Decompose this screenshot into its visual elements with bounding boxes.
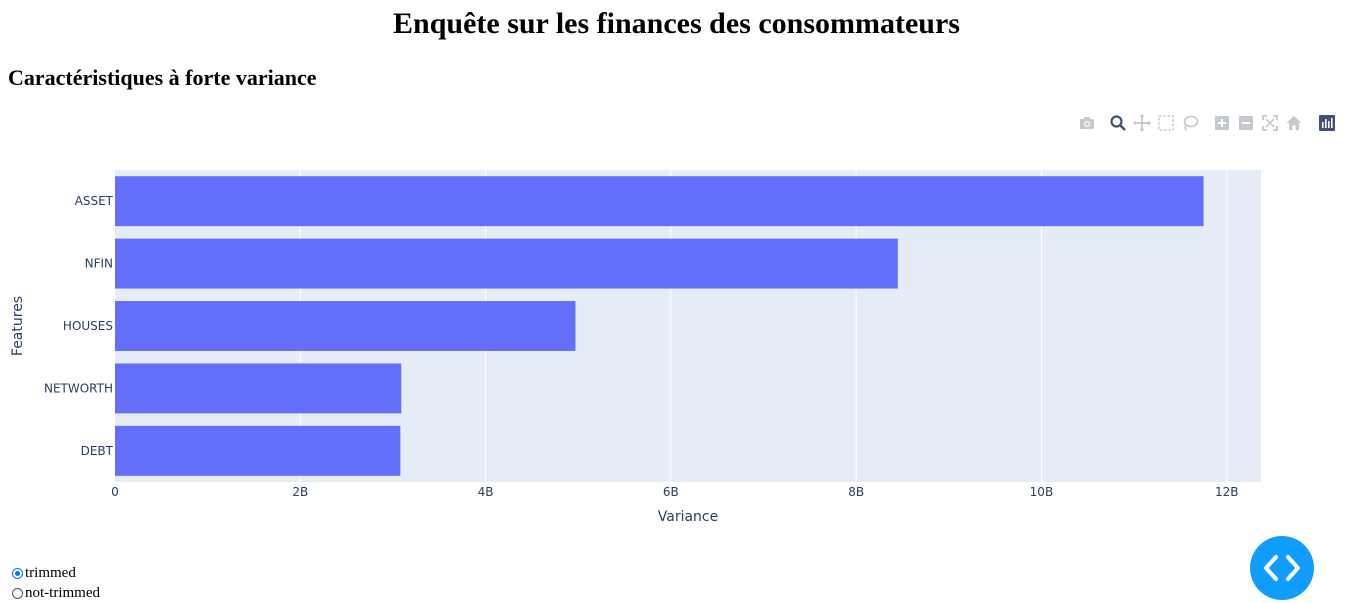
x-tick-label: 4B [478,485,494,499]
trim-radio-group: trimmed not-trimmed [12,563,100,603]
bar-asset[interactable] [115,176,1204,227]
y-tick-label: HOUSES [63,319,113,333]
lasso-select-icon[interactable] [1181,114,1199,132]
debug-menu-button[interactable] [1250,536,1314,600]
radio-label-trimmed: trimmed [25,565,76,581]
bar-chart: ASSET NFIN HOUSES NETWORTH DEBT 0 2B 4B 6B 8B 10B… [10,170,1261,525]
not-trimmed-radio-button[interactable] [12,587,23,599]
zoom-out-icon[interactable] [1237,114,1255,132]
x-axis-label: Variance [658,509,718,525]
radio-label-not-trimmed: not-trimmed [25,585,100,601]
plotly-logo-icon[interactable] [1318,114,1336,132]
trimmed-radio-button[interactable] [12,567,23,579]
x-tick-label: 2B [292,485,308,499]
radio-option-trimmed[interactable]: trimmed [12,563,100,583]
bar-debt[interactable] [115,425,401,476]
y-tick-label: NETWORTH [44,381,113,395]
y-tick-label: NFIN [85,257,113,271]
section-title: Caractéristiques à forte variance [8,65,317,90]
page-title: Enquête sur les finances des consommateu… [393,7,960,40]
radio-option-not-trimmed[interactable]: not-trimmed [12,583,100,603]
bar-nfin[interactable] [115,238,898,289]
y-tick-label: ASSET [75,194,114,208]
zoom-in-icon[interactable] [1213,114,1231,132]
y-axis-label: Features [10,296,26,356]
camera-icon[interactable] [1078,114,1096,132]
x-tick-label: 0 [111,485,119,499]
x-tick-label: 8B [848,485,864,499]
x-tick-label: 6B [663,485,679,499]
chart-modebar [1076,114,1340,132]
y-tick-label: DEBT [81,444,114,458]
bar-networth[interactable] [115,363,402,414]
code-brackets-icon [1264,555,1300,581]
reset-axes-icon[interactable] [1285,114,1303,132]
zoom-icon[interactable] [1109,114,1127,132]
x-tick-label: 12B [1215,485,1239,499]
autoscale-icon[interactable] [1261,114,1279,132]
box-select-icon[interactable] [1157,114,1175,132]
bar-houses[interactable] [115,301,576,351]
x-tick-label: 10B [1030,485,1054,499]
pan-icon[interactable] [1133,114,1151,132]
